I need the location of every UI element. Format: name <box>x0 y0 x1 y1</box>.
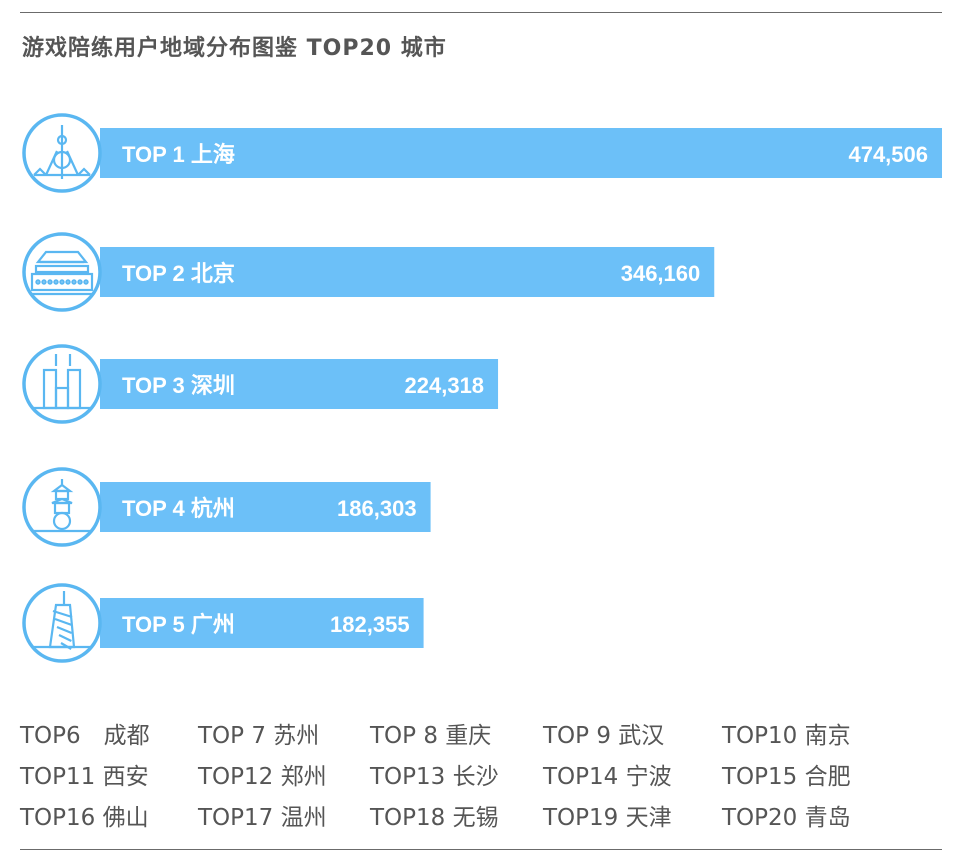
bar-3 <box>100 359 499 409</box>
bar-1 <box>100 128 942 178</box>
ranking-list-item: TOP12 郑州 <box>198 764 327 790</box>
ranking-list-item: TOP 7 苏州 <box>198 723 320 749</box>
ranking-list-item: TOP11 西安 <box>20 764 149 790</box>
value-label-4: 186,303 <box>337 496 417 521</box>
top-rule <box>20 12 942 13</box>
ranking-list-item: TOP6 成都 <box>20 723 150 749</box>
ranking-list-item: TOP13 长沙 <box>370 764 499 790</box>
bottom-rule <box>20 849 942 850</box>
oriental-pearl-tower-icon <box>22 113 102 193</box>
bar-label-2: TOP 2 北京 <box>122 261 235 286</box>
chart-title: 游戏陪练用户地域分布图鉴 TOP20 城市 <box>22 36 447 61</box>
tiananmen-icon <box>22 232 102 312</box>
bar-label-5: TOP 5 广州 <box>122 612 235 637</box>
ranking-list-item: TOP 8 重庆 <box>370 723 492 749</box>
ranking-list-item: TOP18 无锡 <box>370 805 499 831</box>
pagoda-icon <box>22 467 102 547</box>
bar-5 <box>100 598 424 648</box>
ranking-list-item: TOP20 青岛 <box>722 805 851 831</box>
ranking-list-item: TOP14 宁波 <box>543 764 672 790</box>
value-label-1: 474,506 <box>848 142 928 167</box>
canton-tower-icon <box>22 583 102 663</box>
value-label-3: 224,318 <box>405 373 485 398</box>
ranking-list-item: TOP 9 武汉 <box>543 723 665 749</box>
value-label-5: 182,355 <box>330 612 410 637</box>
bar-label-1: TOP 1 上海 <box>122 142 235 167</box>
ranking-list-item: TOP19 天津 <box>543 805 672 831</box>
bar-2 <box>100 247 715 297</box>
ranking-list-item: TOP15 合肥 <box>722 764 851 790</box>
bar-chart: TOP 1 上海 474,506 TOP 2 北京 346,160 TOP 3 深圳 22… <box>22 113 942 663</box>
bar-4 <box>100 482 431 532</box>
twin-towers-icon <box>22 344 102 424</box>
ranking-list-item: TOP17 温州 <box>198 805 327 831</box>
bar-label-4: TOP 4 杭州 <box>122 496 235 521</box>
ranking-list-item: TOP16 佛山 <box>20 805 149 831</box>
bar-label-3: TOP 3 深圳 <box>122 373 235 398</box>
value-label-2: 346,160 <box>621 261 701 286</box>
ranking-list-item: TOP10 南京 <box>722 723 851 749</box>
